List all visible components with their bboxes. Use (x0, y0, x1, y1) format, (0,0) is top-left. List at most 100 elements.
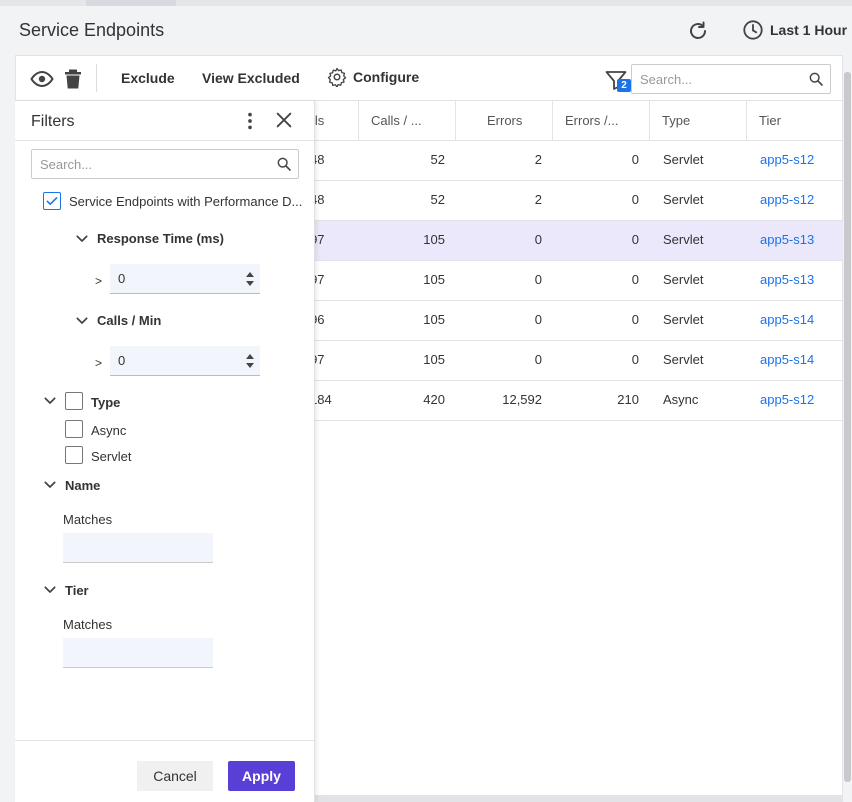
cell-calls-per-min: 105 (423, 232, 445, 247)
trash-icon[interactable] (61, 67, 85, 91)
cell-errors: 0 (534, 312, 542, 327)
chevron-down-icon[interactable] (42, 477, 58, 493)
cell-errors: 0 (534, 272, 542, 287)
filter-search-box[interactable] (31, 149, 299, 179)
chevron-down-icon[interactable] (42, 393, 58, 409)
response-time-value: 0 (118, 271, 126, 286)
chevron-down-icon[interactable] (74, 231, 90, 247)
cell-calls-per-min: 105 (423, 312, 445, 327)
cell-type: Servlet (663, 312, 704, 327)
type-async-checkbox[interactable] (65, 420, 83, 438)
cell-type: Servlet (663, 192, 704, 207)
cell-errors: 2 (534, 192, 542, 207)
filters-title: Filters (31, 113, 75, 130)
cell-calls-per-min: 105 (423, 272, 445, 287)
time-range-label: Last 1 Hour (770, 22, 848, 38)
cell-errors: 0 (534, 232, 542, 247)
apply-button[interactable]: Apply (228, 761, 295, 791)
grid-search-box[interactable] (631, 64, 831, 94)
eye-icon[interactable] (30, 67, 54, 91)
calls-min-stepper[interactable]: 0 (110, 346, 260, 376)
cell-tier[interactable]: app5-s12 (760, 392, 815, 407)
column-header-type[interactable]: Type (649, 101, 746, 141)
calls-min-operator: > (95, 356, 103, 370)
search-icon[interactable] (808, 71, 824, 87)
stepper-arrows-icon[interactable] (244, 351, 256, 371)
response-time-stepper[interactable]: 0 (110, 264, 260, 294)
clock-icon (743, 20, 763, 40)
calls-min-label: Calls / Min (97, 313, 162, 328)
column-header-calls-per-min[interactable]: Calls / ... (358, 101, 455, 141)
grid-search-input[interactable] (632, 65, 792, 93)
type-checkbox[interactable] (65, 392, 83, 410)
cell-errors: 2 (534, 152, 542, 167)
cell-type: Async (663, 392, 699, 407)
column-header-tier[interactable]: Tier (746, 101, 844, 141)
cell-errors-per-min: 210 (617, 392, 639, 407)
cell-errors: 12,592 (502, 392, 542, 407)
cell-tier[interactable]: app5-s12 (760, 192, 815, 207)
search-icon[interactable] (276, 156, 292, 172)
column-header-errors-per-min[interactable]: Errors /... (552, 101, 649, 141)
filters-panel: Filters Service Endpoints with Performan… (15, 101, 315, 802)
chevron-down-icon[interactable] (74, 313, 90, 329)
chevron-down-icon[interactable] (42, 582, 58, 598)
stepper-arrows-icon[interactable] (244, 269, 256, 289)
cell-errors-per-min: 0 (631, 352, 639, 367)
time-range-picker[interactable]: Last 1 Hour (742, 18, 847, 42)
cell-type: Servlet (663, 152, 704, 167)
close-icon[interactable] (273, 109, 295, 131)
column-header-errors[interactable]: Errors (455, 101, 552, 141)
cell-errors-per-min: 0 (631, 272, 639, 287)
checkmark-icon (46, 197, 58, 205)
toolbar-divider (96, 64, 97, 92)
cell-tier[interactable]: app5-s13 (760, 272, 815, 287)
table-row[interactable]: 6,29710500Servletapp5-s13 (16, 261, 844, 301)
cell-errors-per-min: 0 (631, 192, 639, 207)
exclude-button[interactable]: Exclude (121, 70, 175, 86)
page-header: Service Endpoints Last 1 Hour (0, 6, 852, 54)
filters-footer: Cancel Apply (15, 740, 315, 802)
perf-data-label: Service Endpoints with Performance D... (69, 194, 303, 209)
filter-search-input[interactable] (32, 150, 262, 178)
cell-tier[interactable]: app5-s13 (760, 232, 815, 247)
name-matches-input[interactable] (63, 533, 213, 563)
perf-data-checkbox[interactable] (43, 192, 61, 210)
more-options-icon[interactable] (239, 110, 261, 132)
cell-tier[interactable]: app5-s12 (760, 152, 815, 167)
name-matches-label: Matches (63, 512, 113, 527)
cell-calls-per-min: 105 (423, 352, 445, 367)
type-label: Type (91, 395, 121, 410)
view-excluded-button[interactable]: View Excluded (202, 70, 300, 86)
cell-calls-per-min: 52 (430, 192, 445, 207)
cell-errors: 0 (534, 352, 542, 367)
top-strip (0, 0, 852, 6)
cell-tier[interactable]: app5-s14 (760, 312, 815, 327)
response-time-operator: > (95, 274, 103, 288)
page-title: Service Endpoints (19, 20, 165, 40)
filter-count-badge: 2 (617, 79, 631, 92)
horizontal-scrollbar[interactable] (315, 796, 843, 802)
cell-calls-per-min: 52 (430, 152, 445, 167)
column-header-calls[interactable]: lls (312, 113, 325, 128)
grid-header: lls Calls / ... Errors Errors /... Type … (16, 101, 844, 141)
response-time-label: Response Time (ms) (97, 231, 224, 246)
table-row[interactable]: 6,29710500Servletapp5-s14 (16, 341, 844, 381)
configure-button[interactable]: Configure (327, 67, 419, 87)
tier-matches-input[interactable] (63, 638, 213, 668)
type-option-servlet: Servlet (91, 449, 132, 464)
cell-tier[interactable]: app5-s14 (760, 352, 815, 367)
filters-header: Filters (15, 101, 315, 141)
cell-errors-per-min: 0 (631, 232, 639, 247)
cell-errors-per-min: 0 (631, 152, 639, 167)
calls-min-value: 0 (118, 353, 126, 368)
cell-type: Servlet (663, 272, 704, 287)
name-label: Name (65, 478, 101, 493)
configure-label: Configure (353, 69, 420, 85)
refresh-icon[interactable] (686, 19, 710, 43)
vertical-scrollbar-thumb[interactable] (844, 72, 851, 782)
tier-matches-label: Matches (63, 617, 113, 632)
type-servlet-checkbox[interactable] (65, 446, 83, 464)
cancel-button[interactable]: Cancel (137, 761, 213, 791)
active-tab-indicator (86, 0, 176, 6)
